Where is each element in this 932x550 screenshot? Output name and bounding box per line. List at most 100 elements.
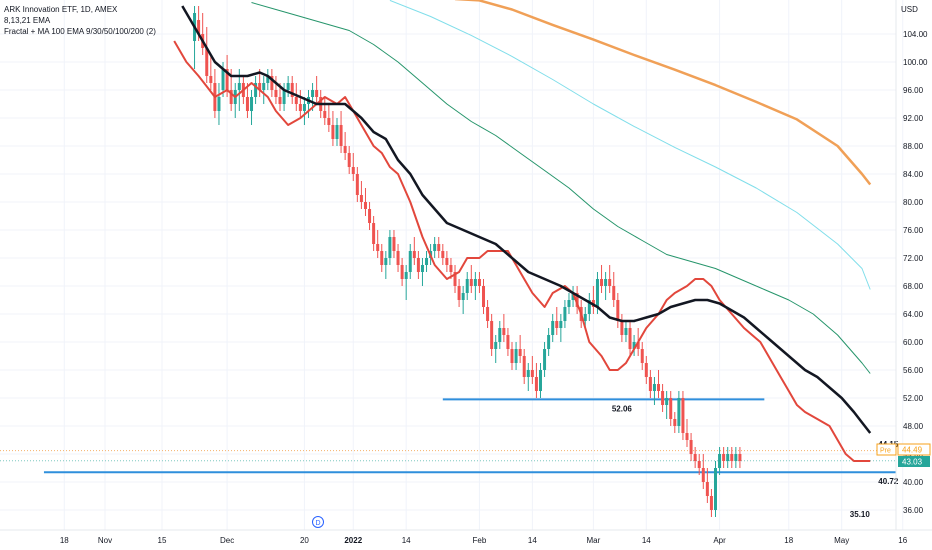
candle [563, 300, 567, 328]
candle [498, 321, 502, 349]
price-point-label: 35.10 [850, 510, 871, 519]
candle [359, 181, 363, 209]
candle [620, 314, 624, 342]
candle [315, 76, 319, 104]
candle [205, 27, 209, 83]
y-tick-label: 52.00 [903, 394, 924, 403]
y-tick-label: 76.00 [903, 226, 924, 235]
candle [677, 391, 681, 433]
candle [262, 76, 266, 104]
candle [453, 265, 457, 293]
x-tick-label: Dec [220, 536, 234, 545]
x-tick-label: 14 [528, 536, 537, 545]
candle [624, 321, 628, 342]
candle [209, 55, 213, 90]
candle [657, 370, 661, 398]
candle [441, 244, 445, 265]
level-label: 52.06 [612, 404, 633, 413]
dividend-marker[interactable]: D [312, 516, 324, 528]
candlesticks [193, 6, 742, 517]
candle [604, 272, 608, 300]
y-tick-label: 48.00 [903, 422, 924, 431]
candle [270, 69, 274, 97]
price-badges: Pre 44.49 43.03 [876, 443, 931, 467]
pre-price-value: 44.49 [902, 446, 923, 455]
time-axis: 18Nov15Dec20202214Feb14Mar14Apr18May16Ju… [60, 536, 908, 545]
candle [477, 272, 481, 293]
candle [571, 286, 575, 307]
candle [522, 349, 526, 384]
candle [384, 251, 388, 279]
candle [543, 342, 547, 377]
candle [738, 447, 742, 468]
x-tick-label: Nov [98, 536, 112, 545]
y-tick-label: 40.00 [903, 478, 924, 487]
candle [457, 279, 461, 307]
x-tick-label: 14 [642, 536, 651, 545]
price-dotted-lines [0, 450, 896, 462]
candle [363, 188, 367, 216]
candle [416, 251, 420, 279]
candle [408, 244, 412, 279]
x-tick-label: Apr [713, 536, 726, 545]
candle [380, 244, 384, 272]
x-tick-label: 15 [158, 536, 167, 545]
candle [555, 307, 559, 335]
candle [486, 300, 490, 328]
last-price-value: 43.03 [902, 458, 923, 467]
y-tick-label: 56.00 [903, 366, 924, 375]
chart-legend: ARK Innovation ETF, 1D, AMEX 8,13,21 EMA… [4, 4, 156, 37]
candle [490, 314, 494, 356]
pre-price-badge [897, 443, 931, 456]
candle [567, 293, 571, 314]
y-tick-label: 96.00 [903, 86, 924, 95]
candle [502, 314, 506, 342]
candle [608, 265, 612, 293]
candle [693, 447, 697, 468]
candle [351, 153, 355, 181]
candle [506, 328, 510, 356]
candle [245, 83, 249, 118]
candle [648, 370, 652, 398]
candle [266, 69, 270, 90]
x-tick-label: 16 [898, 536, 907, 545]
candle [302, 97, 306, 125]
candle [290, 76, 294, 104]
candle [530, 356, 534, 384]
x-tick-label: Feb [473, 536, 487, 545]
x-tick-label: 14 [402, 536, 411, 545]
y-tick-label: 92.00 [903, 114, 924, 123]
candle [559, 314, 563, 342]
legend-title: ARK Innovation ETF, 1D, AMEX [4, 5, 118, 14]
dividend-marker-label: D [315, 520, 320, 527]
candle [372, 216, 376, 251]
x-tick-label: 2022 [344, 536, 362, 545]
candle [274, 76, 278, 104]
candle [681, 391, 685, 440]
y-tick-label: 88.00 [903, 142, 924, 151]
candle [347, 146, 351, 174]
candle [437, 237, 441, 258]
candle [705, 468, 709, 503]
candle [709, 489, 713, 517]
candle [461, 286, 465, 314]
legend-ema: 8,13,21 EMA [4, 16, 51, 25]
candle [335, 118, 339, 146]
candle [632, 335, 636, 356]
ema-line [173, 40, 871, 462]
candle [628, 321, 632, 356]
candle [547, 328, 551, 356]
candle [600, 265, 604, 293]
candle [652, 377, 656, 405]
candle [551, 314, 555, 342]
candle [575, 286, 579, 314]
x-tick-label: Mar [587, 536, 601, 545]
y-tick-label: 104.00 [903, 30, 928, 39]
currency-label: USD [901, 5, 918, 14]
x-tick-label: 18 [60, 536, 69, 545]
candle [355, 167, 359, 202]
candle [538, 363, 542, 398]
candle [673, 412, 677, 433]
candle [294, 83, 298, 111]
